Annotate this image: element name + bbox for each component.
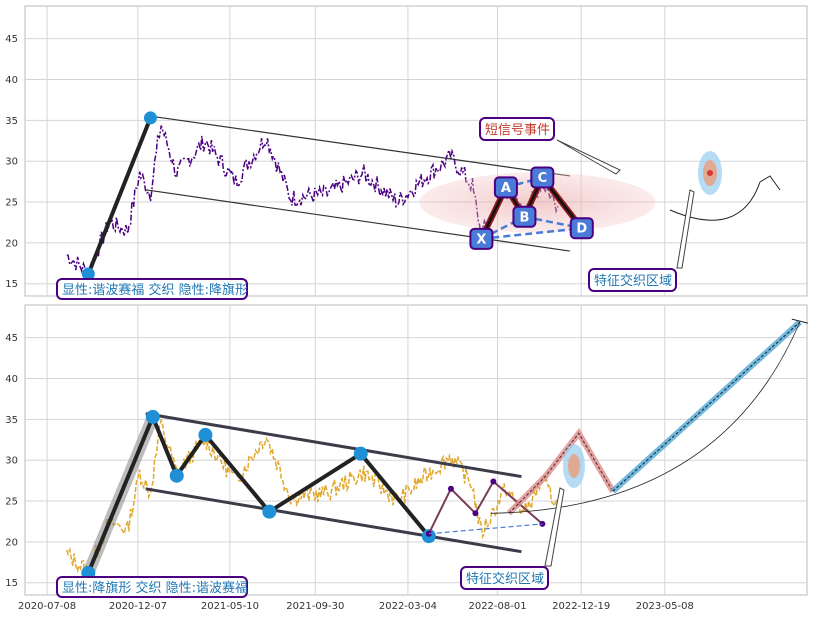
impulse-marker (143, 111, 157, 125)
signal-event-text: 短信号事件 (485, 123, 550, 138)
x-tick-label: 2021-05-10 (201, 601, 259, 612)
pattern-ratio-line (480, 215, 525, 240)
signal-callout-arrow (556, 139, 621, 175)
x-tick-label: 2022-08-01 (468, 601, 526, 612)
zigzag-marker (198, 427, 213, 442)
x-tick-labels: 2020-07-08 2020-12-07 2021-05-10 2021-09-30… (18, 601, 694, 612)
y-tick-label: 40 (5, 75, 18, 86)
top-zone-box: 特征交织区域 (588, 268, 677, 292)
zigzag-marker (262, 504, 277, 519)
bottom-zone-text: 特征交织区域 (466, 571, 544, 587)
pattern-point-badge (530, 166, 555, 189)
top-left-label-text: 显性:谐波赛福 交织 隐性:降旗形 (62, 282, 248, 298)
impulse-marker (81, 267, 95, 281)
projection-arc (669, 181, 761, 221)
zigzag-marker (169, 468, 184, 483)
projection-arc (490, 321, 801, 514)
y-tick-label: 20 (5, 238, 18, 249)
y-tick-label: 45 (5, 333, 18, 344)
bottom-price-series (66, 418, 559, 577)
pattern-point-label: B (519, 210, 529, 225)
bottom-panel: 15 20 25 30 35 40 45 2020-07-08 2020-12-07 2021-… (5, 304, 808, 612)
top-overlays: X AB C D (81, 111, 781, 281)
pattern-point (447, 485, 454, 492)
pattern-ratio-line (481, 226, 582, 241)
pattern-point-label: C (538, 171, 548, 186)
zigzag-marker (353, 446, 368, 461)
y-tick-label: 15 (5, 279, 18, 290)
top-left-label-box: 显性:谐波赛福 交织 隐性:降旗形 (56, 278, 248, 300)
pattern-point (472, 510, 479, 517)
y-tick-label: 40 (5, 374, 18, 385)
y-tick-label: 30 (5, 157, 18, 168)
y-tick-label: 35 (5, 415, 18, 426)
pattern-point (490, 478, 497, 485)
y-tick-label: 20 (5, 537, 18, 548)
top-panel: 15 20 25 30 35 40 45 X AB C D 显性:谐波赛福 交织 隐性:降旗形 短… (5, 5, 808, 300)
projection-arrowhead (791, 318, 808, 324)
pattern-point-label: D (576, 222, 587, 237)
bottom-left-label-text: 显性:降旗形 交织 隐性:谐波赛福 (62, 580, 248, 596)
zone-callout-arrow (544, 487, 565, 567)
channel-lower-line (145, 189, 570, 252)
target-leg (612, 321, 801, 492)
pattern-point-badge (512, 205, 537, 228)
zone-callout-arrow (676, 189, 695, 269)
y-tick-label: 25 (5, 497, 18, 508)
bottom-y-tick-labels: 15 20 25 30 35 40 45 (5, 333, 18, 589)
bottom-overlays (81, 318, 808, 580)
channel-lower-line (145, 487, 522, 554)
channel-upper-line (145, 114, 570, 177)
bottom-left-label-box: 显性:降旗形 交织 隐性:谐波赛福 (56, 576, 248, 598)
pattern-point-badge (469, 227, 494, 250)
zigzag-marker (145, 409, 160, 424)
pattern-zone-ellipse (419, 172, 656, 233)
pattern-point-badge (493, 176, 518, 199)
projection-path (508, 432, 614, 514)
x-tick-label: 2023-05-08 (636, 601, 694, 612)
projection-arrowhead (759, 175, 781, 191)
x-tick-label: 2022-12-19 (552, 601, 610, 612)
y-tick-label: 15 (5, 578, 18, 589)
x-tick-label: 2022-03-04 (379, 601, 437, 612)
bottom-plot-frame (24, 304, 808, 596)
top-zone-text: 特征交织区域 (594, 273, 672, 289)
pattern-ratio-line (428, 523, 543, 535)
impulse-line (86, 117, 153, 275)
price-line (66, 418, 559, 577)
signal-event-box: 短信号事件 (479, 117, 555, 141)
y-tick-label: 45 (5, 34, 18, 45)
target-marker-mid (568, 454, 580, 478)
pattern-point-label: A (501, 181, 511, 196)
pattern-point-label: X (476, 232, 486, 247)
x-tick-label: 2020-12-07 (109, 601, 167, 612)
top-plot-frame (24, 5, 808, 297)
y-tick-label: 35 (5, 116, 18, 127)
top-y-tick-labels: 15 20 25 30 35 40 45 (5, 34, 18, 290)
y-tick-label: 25 (5, 198, 18, 209)
y-tick-label: 30 (5, 456, 18, 467)
x-tick-label: 2020-07-08 (18, 601, 76, 612)
bottom-zone-box: 特征交织区域 (460, 566, 549, 590)
channel-upper-line (145, 412, 522, 479)
target-marker-core (707, 170, 713, 176)
pattern-point-badge (569, 217, 594, 240)
x-tick-label: 2021-09-30 (286, 601, 344, 612)
